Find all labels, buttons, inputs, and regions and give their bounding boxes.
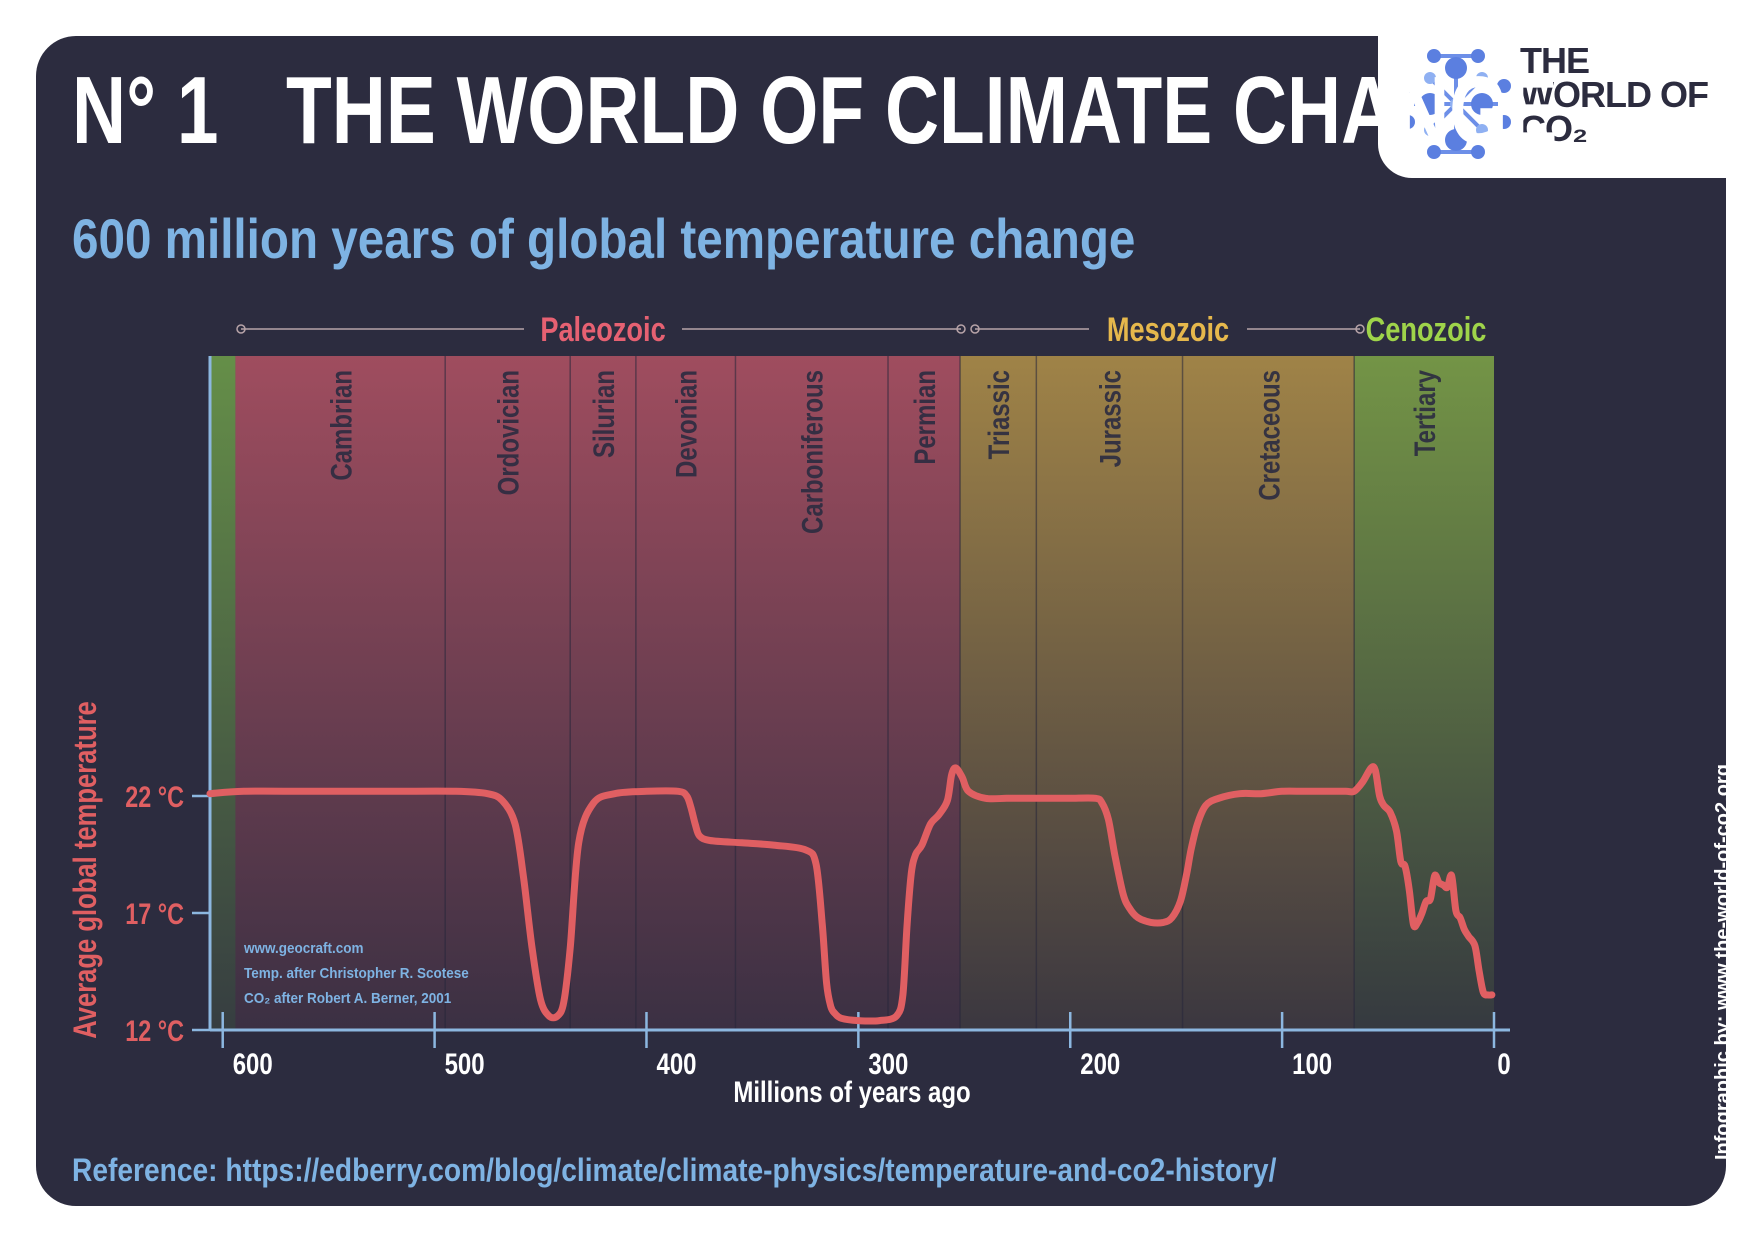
logo: THE WORLD OF CO₂	[1378, 30, 1754, 178]
molecule-network-icon	[1401, 49, 1511, 159]
issue-number: N° 1	[72, 57, 219, 164]
era-label-mesozoic: Mesozoic	[1107, 310, 1229, 349]
source-line: CO₂ after Robert A. Berner, 2001	[244, 990, 452, 1007]
infographic-credit: Infographic by: www.the-world-of-co2.org	[1712, 764, 1734, 1160]
x-tick-label: 200	[1080, 1046, 1120, 1080]
era-label-cenozoic: Cenozoic	[1366, 310, 1487, 349]
y-tick-label: 22 °C	[125, 780, 184, 813]
era-boundary-marker	[956, 324, 966, 334]
y-tick-label: 17 °C	[125, 897, 184, 930]
x-tick-label: 300	[868, 1046, 908, 1080]
x-tick-label: 400	[656, 1046, 696, 1080]
x-axis-label: Millions of years ago	[733, 1074, 970, 1108]
period-label-carboniferous: Carboniferous	[795, 370, 829, 534]
logo-line: THE	[1520, 40, 1590, 81]
period-label-cambrian: Cambrian	[324, 370, 358, 481]
era-label-paleozoic: Paleozoic	[540, 310, 665, 349]
logo-line: CO₂	[1520, 108, 1588, 149]
period-label-tertiary: Tertiary	[1407, 370, 1441, 456]
source-line: www.geocraft.com	[244, 940, 364, 957]
period-label-jurassic: Jurassic	[1093, 370, 1127, 467]
era-boundary-marker	[1355, 324, 1365, 334]
x-tick-label: 0	[1497, 1046, 1510, 1080]
logo-wordmark: THE WORLD OF CO₂	[1520, 40, 1709, 149]
period-label-devonian: Devonian	[669, 370, 703, 478]
y-tick-label: 12 °C	[125, 1014, 184, 1047]
source-line: Temp. after Christopher R. Scotese	[244, 965, 469, 982]
era-boundary-marker	[970, 324, 980, 334]
page-title: THE WORLD OF CLIMATE CHANGE	[286, 57, 1558, 164]
reference-link[interactable]: Reference: https://edberry.com/blog/clim…	[72, 1152, 1277, 1188]
period-label-silurian: Silurian	[586, 370, 620, 458]
period-label-cretaceous: Cretaceous	[1252, 370, 1286, 501]
logo-line: WORLD OF	[1520, 74, 1709, 115]
x-tick-label: 600	[233, 1046, 273, 1080]
period-label-ordovician: Ordovician	[491, 370, 525, 495]
period-label-permian: Permian	[907, 370, 941, 465]
era-band-paleozoic	[235, 356, 961, 1030]
x-tick-label: 500	[445, 1046, 485, 1080]
era-boundary-marker	[236, 324, 246, 334]
chart-title: 600 million years of global temperature …	[72, 207, 1136, 270]
era-band-mesozoic	[960, 356, 1355, 1030]
era-band-cenozoic	[1354, 356, 1494, 1030]
y-axis-label: Average global temperature	[68, 701, 103, 1039]
x-tick-label: 100	[1292, 1046, 1332, 1080]
pre-cambrian-band	[210, 356, 236, 1030]
period-label-triassic: Triassic	[982, 370, 1016, 459]
temperature-line	[206, 763, 1496, 1025]
source-notes: www.geocraft.com Temp. after Christopher…	[244, 936, 494, 1011]
